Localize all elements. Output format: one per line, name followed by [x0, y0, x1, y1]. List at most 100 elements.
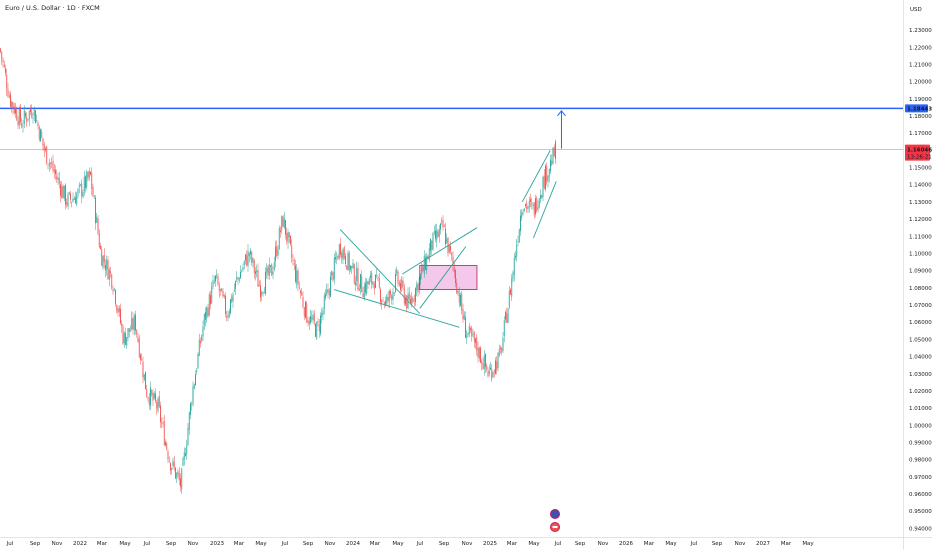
- candle-body: [143, 374, 145, 380]
- candle-body: [533, 202, 535, 216]
- candle-body: [391, 295, 393, 300]
- trendline: [419, 246, 467, 309]
- candle-body: [52, 160, 54, 171]
- candle-body: [502, 337, 504, 351]
- candle-body: [476, 337, 478, 351]
- candle-body: [456, 282, 458, 294]
- x-tick-label: Mar: [234, 541, 245, 547]
- candle-body: [378, 278, 380, 288]
- candle-body: [535, 198, 536, 215]
- candle-body: [281, 216, 283, 231]
- candle-body: [6, 75, 8, 90]
- candle-body: [33, 108, 35, 116]
- candle-body: [0, 48, 1, 52]
- candle-body: [288, 232, 290, 238]
- candle-body: [26, 117, 28, 122]
- candle-body: [205, 311, 206, 321]
- candle-body: [513, 257, 515, 275]
- candle-body: [237, 277, 239, 279]
- candle-body: [161, 423, 163, 424]
- x-tick-label: Mar: [644, 541, 655, 547]
- candle-body: [366, 280, 368, 294]
- time-axis[interactable]: Jul Sep Nov 2022 Mar May Jul Sep Nov 2023 Mar May Ju…: [6, 541, 815, 547]
- candle-body: [301, 292, 303, 296]
- candle-body: [461, 293, 463, 311]
- candle-body: [110, 271, 111, 273]
- candle-body: [221, 288, 223, 292]
- candle-body: [168, 461, 170, 462]
- y-tick-label: 1.12000: [909, 217, 932, 223]
- candle-body: [136, 329, 138, 335]
- candle-body: [365, 283, 366, 293]
- candle-body: [151, 390, 153, 395]
- candle-body: [541, 195, 543, 199]
- trendline: [339, 229, 421, 314]
- candle-body: [90, 171, 91, 175]
- candle-body: [503, 320, 505, 336]
- y-tick-label: 1.06000: [909, 320, 932, 326]
- candle-body: [68, 192, 70, 195]
- candle-body: [17, 120, 19, 125]
- symbol-title[interactable]: Euro / U.S. Dollar · 1D · FXCM: [5, 4, 100, 12]
- candle-body: [236, 277, 238, 280]
- candle-body: [11, 101, 13, 108]
- candle-body: [523, 208, 525, 212]
- candle-body: [51, 163, 53, 164]
- candle-body: [485, 353, 486, 367]
- candle-body: [37, 122, 39, 126]
- x-tick-label: Jul: [554, 541, 562, 547]
- candle-body: [46, 146, 48, 165]
- candle-body: [166, 443, 168, 450]
- candle-body: [518, 229, 520, 243]
- y-tick-label: 0.96000: [909, 492, 932, 498]
- candle-body: [41, 131, 43, 138]
- candle-body: [511, 278, 513, 297]
- candle-body: [86, 172, 88, 188]
- candle-body: [356, 268, 358, 282]
- candle-body: [501, 348, 503, 353]
- candle-body: [438, 229, 440, 237]
- candle-body: [255, 271, 256, 275]
- candle-body: [187, 427, 189, 446]
- candle-body: [217, 276, 219, 285]
- candle-body: [242, 267, 244, 271]
- candle-body: [198, 339, 200, 356]
- candle-body: [182, 458, 184, 466]
- candle-body: [372, 281, 374, 285]
- candle-body: [127, 328, 129, 338]
- candle-body: [287, 232, 289, 243]
- candle-body: [305, 301, 306, 318]
- candle-body: [515, 255, 516, 258]
- x-tick-label: Sep: [712, 541, 723, 547]
- candle-body: [432, 232, 434, 251]
- candle-body: [233, 289, 235, 292]
- candle-body: [261, 291, 263, 296]
- candle-body: [512, 272, 514, 280]
- candle-body: [370, 275, 371, 278]
- candle-body: [8, 96, 10, 98]
- candle-body: [162, 422, 164, 424]
- event-icons[interactable]: [550, 509, 560, 532]
- candle-body: [38, 126, 40, 140]
- candle-body: [163, 421, 165, 446]
- candle-body: [101, 249, 103, 266]
- candle-body: [201, 335, 203, 342]
- candle-body: [142, 361, 144, 378]
- candle-body: [157, 398, 159, 412]
- candle-body: [393, 292, 395, 294]
- candle-body: [416, 284, 418, 291]
- candle-body: [135, 314, 136, 331]
- candle-body: [160, 405, 161, 423]
- candle-body: [40, 129, 41, 142]
- candle-body: [92, 186, 94, 197]
- candle-body: [320, 315, 321, 334]
- candle-body: [218, 285, 220, 292]
- candle-body: [130, 330, 131, 332]
- candle-body: [371, 272, 373, 285]
- y-tick-label: 1.21000: [909, 62, 932, 68]
- candle-body: [88, 171, 90, 178]
- x-tick-label: Sep: [575, 541, 586, 547]
- candle-body: [268, 264, 270, 276]
